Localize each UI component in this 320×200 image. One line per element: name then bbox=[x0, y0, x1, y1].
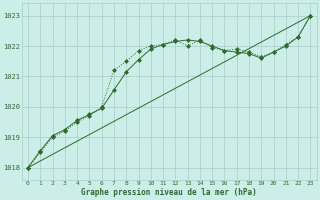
X-axis label: Graphe pression niveau de la mer (hPa): Graphe pression niveau de la mer (hPa) bbox=[81, 188, 257, 197]
